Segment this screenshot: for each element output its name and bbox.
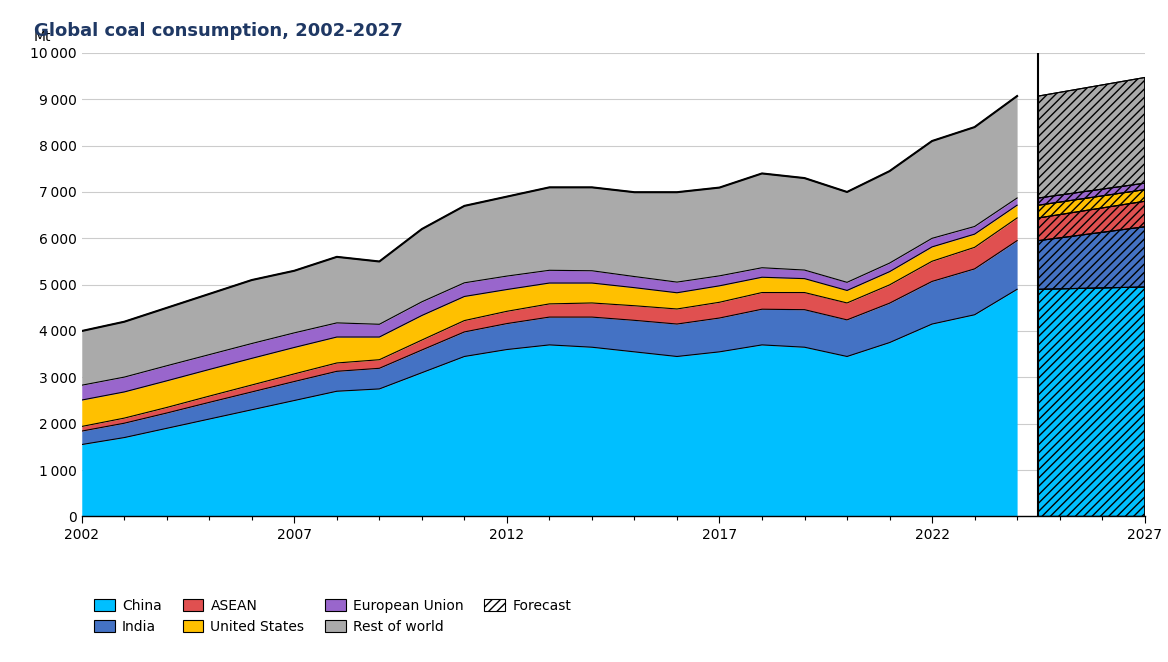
Polygon shape — [1038, 226, 1145, 289]
Polygon shape — [1038, 183, 1145, 205]
Polygon shape — [1038, 189, 1145, 218]
Polygon shape — [1038, 287, 1145, 516]
Polygon shape — [1038, 77, 1145, 198]
Polygon shape — [1038, 201, 1145, 240]
Text: Mt: Mt — [34, 30, 51, 44]
Text: Global coal consumption, 2002-2027: Global coal consumption, 2002-2027 — [34, 23, 403, 40]
Legend: China, India, ASEAN, United States, European Union, Rest of world, Forecast: China, India, ASEAN, United States, Euro… — [89, 593, 577, 639]
